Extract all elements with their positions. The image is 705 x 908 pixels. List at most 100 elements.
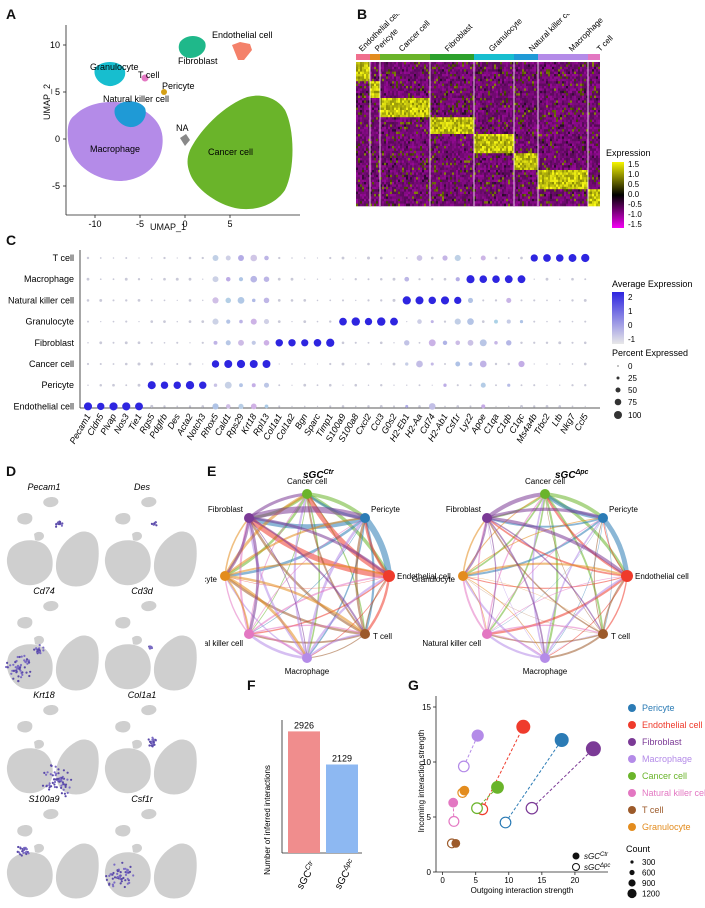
dotplot-dot — [482, 299, 485, 302]
dotplot-row-label: Fibroblast — [34, 338, 74, 348]
network-edge — [248, 516, 390, 578]
network-edge — [248, 517, 308, 659]
dotplot-dot — [430, 256, 434, 260]
dotplot-dot — [304, 278, 306, 280]
dotplot-dot — [379, 405, 383, 408]
dotplot-dot — [392, 362, 396, 366]
dotplot-dot — [442, 255, 448, 261]
scatter-legend-dpc-marker — [572, 863, 580, 871]
scatter-legend-label: Macrophage — [642, 754, 692, 764]
umap-label-endothelial: Endothelial cell — [212, 30, 273, 40]
dotplot-dot — [520, 299, 523, 302]
dotplot-dot — [456, 384, 459, 387]
dotplot-dot — [546, 320, 548, 323]
dotplot-dot — [176, 405, 179, 408]
dotplot-dot — [571, 277, 574, 281]
dotplot-dot — [87, 320, 89, 323]
dotplot-dot — [112, 278, 115, 281]
network-edge — [531, 493, 546, 659]
dotplot-dot — [533, 341, 536, 344]
network-panel: sGCCtr sGCΔpc Cancer cell Pericyte Endothe… — [205, 469, 689, 676]
dotplot-dot — [355, 299, 357, 302]
granulocyte-cluster — [94, 62, 126, 87]
network-edge — [462, 517, 489, 577]
dotplot-dot — [251, 340, 256, 345]
network-edge — [485, 491, 546, 520]
network-edge — [248, 517, 366, 635]
dotplot-dot — [418, 341, 421, 344]
network-edge — [462, 493, 546, 577]
dotplot-dot — [86, 256, 90, 260]
dotplot-dot — [99, 341, 103, 345]
dotplot-row-label: T cell — [53, 253, 74, 263]
umap-plot: 10 5 0 -5 -10 -5 0 5 Endothelial cell Fi… — [50, 25, 300, 229]
dotplot-dot — [112, 341, 115, 344]
dotplot-dot — [225, 255, 231, 261]
dotplot-dot — [392, 298, 396, 302]
dotplot-dot — [99, 278, 102, 281]
dotplot-dot — [278, 405, 281, 408]
featureplot-title: Col1a1 — [128, 690, 157, 700]
dotplot-dot — [303, 299, 307, 302]
dotplot-dot — [546, 299, 548, 302]
dotplot-dot — [316, 363, 319, 365]
dotplot-dot — [558, 363, 561, 365]
dotplot-dot — [238, 255, 244, 261]
dotplot-dot — [326, 338, 335, 347]
scatter-point-ctr — [459, 785, 470, 796]
dotplot-dot — [201, 256, 204, 260]
network-edge — [248, 624, 366, 635]
dotplot-dot — [479, 339, 487, 347]
dotplot-dot — [558, 405, 562, 408]
dotplot-dot — [290, 277, 294, 281]
network-edge — [224, 516, 366, 577]
network-edge — [602, 517, 612, 635]
dotplot-dot — [250, 403, 257, 410]
network-edge — [486, 633, 604, 644]
network-edge — [462, 517, 604, 577]
dotplot-dot — [406, 384, 408, 386]
dotplot-dot — [288, 339, 296, 347]
dotplot-dot — [506, 340, 512, 346]
dotplot-dot — [456, 405, 460, 408]
network-edge — [486, 517, 497, 635]
dotplot-dot — [467, 297, 474, 303]
featureplot-title: Des — [134, 482, 151, 492]
dotplot-dot — [571, 320, 574, 323]
network-edge — [462, 575, 604, 635]
dotplot-dot — [213, 340, 218, 345]
network-edge — [247, 517, 366, 636]
dotplot-dot — [415, 296, 424, 305]
dotplot-dot — [137, 383, 141, 387]
bar-value-label: 2129 — [332, 754, 352, 764]
dotplot-dot — [380, 363, 382, 365]
dotplot-dot — [316, 299, 319, 302]
network-edge — [462, 575, 488, 635]
tcell-cluster — [141, 74, 149, 82]
svg-text:Fibroblast: Fibroblast — [443, 22, 475, 54]
dotplot-dot — [137, 341, 141, 345]
dotplot-dot — [212, 255, 219, 261]
dotplot-dot — [558, 341, 562, 345]
scatter-xlabel: Outgoing interaction strength — [471, 886, 574, 895]
dotplot-dot — [160, 381, 169, 389]
scatter-point-ctr — [451, 839, 461, 848]
scatter-point-ctr — [516, 719, 531, 734]
dotplot-dot — [225, 404, 231, 409]
network-edge — [486, 517, 604, 635]
dotplot-dot — [188, 299, 192, 302]
dotplot-dot — [188, 405, 192, 408]
network-node — [244, 629, 254, 639]
network-edge — [601, 516, 630, 577]
dotplot-dot — [543, 254, 551, 262]
scatter-legend-label: Endothelial cell — [642, 720, 703, 730]
dotplot-dot — [185, 381, 195, 390]
dotplot-dot — [329, 320, 332, 323]
na-cluster — [180, 134, 190, 146]
dotplot: T cell Macrophage Natural killer cell Granu… — [8, 250, 692, 446]
network-edge — [364, 575, 390, 635]
dotplot-dot — [263, 382, 270, 388]
network-edge — [247, 517, 259, 635]
network-edge — [224, 575, 250, 635]
network-edge — [486, 517, 604, 528]
